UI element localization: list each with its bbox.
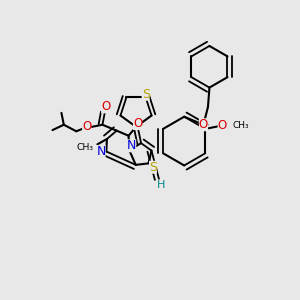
Text: N: N [96, 145, 106, 158]
Text: O: O [101, 100, 110, 113]
Text: O: O [218, 119, 227, 132]
Text: O: O [82, 120, 91, 133]
Text: O: O [133, 117, 142, 130]
Text: CH₃: CH₃ [233, 122, 250, 130]
Text: N: N [127, 139, 136, 152]
Text: S: S [149, 161, 157, 174]
Text: S: S [142, 88, 150, 101]
Text: CH₃: CH₃ [77, 143, 94, 152]
Text: O: O [199, 118, 208, 131]
Text: H: H [157, 180, 166, 190]
